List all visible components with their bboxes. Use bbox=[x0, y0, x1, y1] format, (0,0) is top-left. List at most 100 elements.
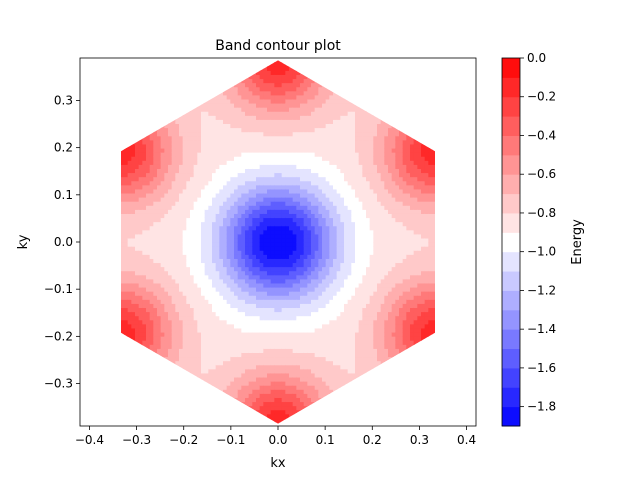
contour-cell bbox=[307, 327, 312, 333]
contour-cell bbox=[285, 78, 290, 84]
contour-cell bbox=[292, 266, 297, 272]
contour-cell bbox=[278, 82, 283, 88]
contour-cell bbox=[201, 197, 206, 202]
contour-cell bbox=[267, 242, 272, 247]
contour-cell bbox=[307, 409, 312, 415]
contour-cell bbox=[292, 115, 297, 120]
contour-cell bbox=[292, 237, 297, 243]
contour-cell bbox=[256, 311, 261, 317]
contour-cell bbox=[263, 274, 268, 280]
contour-cell bbox=[182, 376, 187, 382]
contour-cell bbox=[311, 188, 316, 194]
contour-cell bbox=[281, 405, 286, 411]
contour-cell bbox=[160, 413, 165, 419]
contour-cell bbox=[263, 356, 268, 362]
contour-cell bbox=[300, 376, 305, 382]
contour-cell bbox=[300, 74, 305, 80]
contour-cell bbox=[138, 311, 143, 317]
contour-cell bbox=[175, 111, 180, 116]
contour-cell bbox=[252, 86, 257, 92]
contour-cell bbox=[219, 62, 224, 67]
contour-cell bbox=[124, 119, 129, 125]
contour-cell bbox=[182, 209, 187, 214]
contour-cell bbox=[292, 397, 297, 403]
contour-cell bbox=[223, 152, 228, 157]
contour-cell bbox=[201, 299, 206, 304]
contour-cell bbox=[292, 344, 297, 349]
contour-cell bbox=[142, 258, 147, 264]
contour-cell bbox=[142, 74, 147, 80]
contour-cell bbox=[149, 221, 154, 227]
contour-cell bbox=[300, 368, 305, 374]
contour-cell bbox=[146, 291, 151, 296]
contour-cell bbox=[153, 74, 158, 80]
contour-cell bbox=[289, 60, 294, 63]
contour-cell bbox=[142, 205, 147, 210]
contour-cell bbox=[259, 180, 264, 186]
contour-cell bbox=[226, 217, 231, 223]
contour-cell bbox=[193, 381, 198, 386]
contour-cell bbox=[146, 303, 151, 309]
contour-cell bbox=[121, 381, 125, 386]
contour-cell bbox=[157, 143, 162, 149]
contour-cell bbox=[256, 172, 261, 178]
contour-cell bbox=[182, 270, 187, 276]
contour-cell bbox=[164, 389, 169, 394]
contour-cell bbox=[289, 295, 294, 300]
contour-cell bbox=[248, 266, 253, 272]
contour-cell bbox=[256, 152, 261, 157]
contour-cell bbox=[259, 242, 264, 247]
contour-cell bbox=[281, 217, 286, 223]
contour-cell bbox=[289, 172, 294, 178]
contour-cell bbox=[127, 147, 132, 153]
contour-cell bbox=[182, 340, 187, 345]
contour-cell bbox=[226, 376, 231, 382]
contour-cell bbox=[263, 111, 268, 116]
contour-cell bbox=[160, 319, 165, 325]
contour-cell bbox=[300, 331, 305, 337]
contour-cell bbox=[292, 254, 297, 259]
contour-cell bbox=[248, 393, 253, 398]
contour-cell bbox=[201, 74, 206, 80]
contour-cell bbox=[303, 307, 308, 313]
contour-cell bbox=[124, 115, 129, 120]
contour-cell bbox=[124, 225, 129, 231]
contour-cell bbox=[311, 143, 316, 149]
contour-cell bbox=[311, 205, 316, 210]
contour-cell bbox=[274, 299, 279, 304]
contour-cell bbox=[124, 176, 129, 182]
contour-cell bbox=[149, 62, 154, 67]
contour-cell bbox=[234, 98, 239, 104]
contour-cell bbox=[157, 74, 162, 80]
contour-cell bbox=[300, 344, 305, 349]
contour-cell bbox=[160, 409, 165, 415]
contour-cell bbox=[296, 229, 301, 235]
contour-cell bbox=[175, 172, 180, 178]
contour-cell bbox=[127, 164, 132, 169]
contour-cell bbox=[190, 164, 195, 169]
contour-cell bbox=[289, 131, 294, 137]
contour-cell bbox=[149, 278, 154, 284]
contour-cell bbox=[237, 168, 242, 174]
contour-cell bbox=[234, 372, 239, 378]
contour-cell bbox=[307, 291, 312, 296]
contour-cell bbox=[138, 409, 143, 415]
contour-cell bbox=[117, 189, 121, 194]
contour-cell bbox=[153, 152, 158, 157]
contour-cell bbox=[113, 328, 117, 333]
contour-cell bbox=[146, 315, 151, 321]
contour-cell bbox=[256, 270, 261, 276]
contour-cell bbox=[311, 86, 316, 92]
contour-cell bbox=[127, 356, 132, 362]
contour-cell bbox=[289, 168, 294, 174]
contour-cell bbox=[245, 254, 250, 259]
contour-cell bbox=[281, 319, 286, 325]
contour-cell bbox=[252, 413, 257, 419]
contour-cell bbox=[289, 152, 294, 157]
contour-cell bbox=[278, 86, 283, 92]
contour-cell bbox=[146, 356, 151, 362]
contour-cell bbox=[219, 327, 224, 333]
contour-cell bbox=[292, 278, 297, 284]
contour-cell bbox=[190, 225, 195, 231]
contour-cell bbox=[219, 160, 224, 165]
